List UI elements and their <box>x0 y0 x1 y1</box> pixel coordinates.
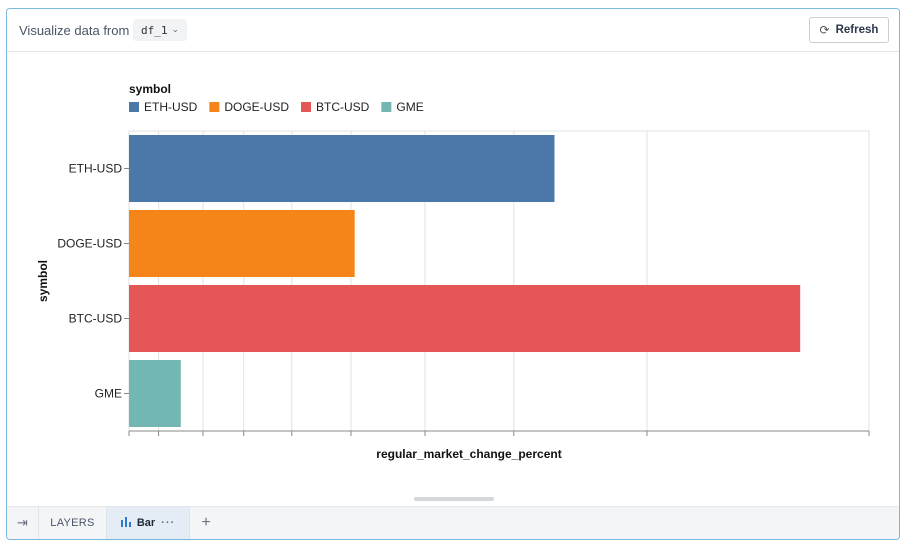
legend-label: GME <box>396 100 423 114</box>
chart-area: ETH-USD DOGE-USD BTC-USD GME regular_market_… <box>7 52 899 504</box>
toolbar: Visualize data from df_1 ⌄ ⟳ Refresh <box>7 9 899 52</box>
indent-icon[interactable]: ⇥ <box>7 507 39 539</box>
chevron-down-icon: ⌄ <box>171 25 180 35</box>
tab-menu-icon[interactable]: ··· <box>161 517 176 529</box>
refresh-button[interactable]: ⟳ Refresh <box>809 17 889 43</box>
refresh-icon: ⟳ <box>819 23 830 37</box>
source-label: Visualize data from <box>19 23 130 38</box>
source-value: df_1 <box>141 23 168 37</box>
bar <box>129 135 555 202</box>
y-axis-title: symbol <box>36 260 50 302</box>
refresh-label: Refresh <box>835 24 879 36</box>
legend-swatch <box>301 102 312 112</box>
x-axis-title: regular_market_change_percent <box>376 447 561 461</box>
tab-label: Bar <box>136 517 156 529</box>
y-tick-label: GME <box>95 387 122 401</box>
add-tab-button[interactable]: + <box>201 514 211 531</box>
bar-chart-icon <box>120 516 131 530</box>
legend-label: BTC-USD <box>316 100 370 114</box>
layers-button[interactable]: LAYERS <box>39 507 107 539</box>
source-select[interactable]: df_1 ⌄ <box>133 19 188 41</box>
legend-swatch <box>381 102 392 112</box>
bar <box>129 285 801 352</box>
legend-swatch <box>129 102 139 112</box>
visualization-panel: Visualize data from df_1 ⌄ ⟳ Refresh ETH… <box>6 8 900 540</box>
y-tick-label: ETH-USD <box>69 162 123 176</box>
bar <box>129 360 181 427</box>
bar <box>129 210 355 277</box>
tab-bar[interactable]: Bar ··· <box>107 507 190 539</box>
bottom-bar: ⇥ LAYERS Bar ··· + <box>7 506 899 539</box>
legend-label: ETH-USD <box>144 100 198 114</box>
y-tick-label: BTC-USD <box>69 312 123 326</box>
legend-label: DOGE-USD <box>224 100 289 114</box>
resize-handle[interactable] <box>414 497 494 501</box>
legend-title: symbol <box>129 82 171 96</box>
bar-chart: ETH-USD DOGE-USD BTC-USD GME regular_market_… <box>36 82 870 461</box>
y-tick-label: DOGE-USD <box>57 237 122 251</box>
legend-swatch <box>209 102 220 112</box>
